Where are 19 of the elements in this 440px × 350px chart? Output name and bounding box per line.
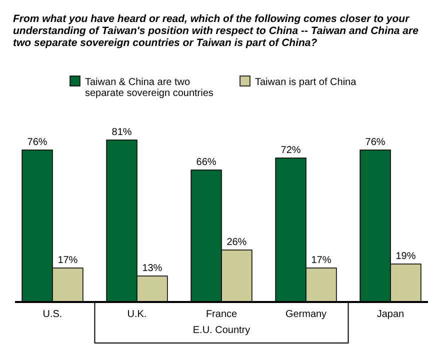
x-tick-label: Japan (376, 309, 404, 320)
data-label: 13% (142, 263, 162, 274)
legend-label: Taiwan & China are two separate sovereign countries (85, 77, 214, 99)
data-label: 26% (226, 237, 247, 248)
data-label: 81% (112, 127, 132, 138)
legend-label: Taiwan is part of China (255, 77, 357, 88)
data-label: 72% (280, 145, 301, 156)
x-tick-label: Germany (285, 309, 327, 320)
x-tick-label: U.S. (42, 309, 62, 320)
data-label: 17% (58, 255, 78, 266)
data-label: 17% (311, 255, 332, 266)
text: E.U. Country (192, 325, 250, 336)
x-tick-label: France (206, 309, 238, 320)
x-tick-label: U.K. (127, 309, 147, 320)
chart-title: From what you have heard or read, which of the following comes closer to your understanding of Taiwan's position with respect to China -- Taiwan and China are two separate sovereign countries or Taiwan is part of China? (13, 13, 419, 49)
data-label: 76% (27, 137, 48, 148)
data-label: 19% (396, 251, 416, 262)
data-label: 76% (365, 137, 386, 148)
data-label: 66% (196, 157, 216, 168)
